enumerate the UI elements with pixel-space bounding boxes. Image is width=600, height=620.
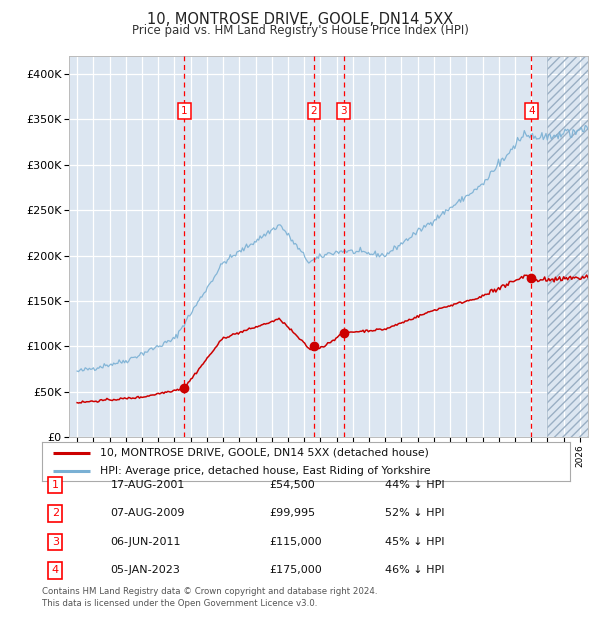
Text: 44% ↓ HPI: 44% ↓ HPI xyxy=(385,480,445,490)
Text: Contains HM Land Registry data © Crown copyright and database right 2024.
This d: Contains HM Land Registry data © Crown c… xyxy=(42,587,377,608)
Text: 45% ↓ HPI: 45% ↓ HPI xyxy=(385,537,445,547)
Text: 07-AUG-2009: 07-AUG-2009 xyxy=(110,508,185,518)
Text: 2: 2 xyxy=(311,106,317,116)
Text: 1: 1 xyxy=(181,106,188,116)
Bar xyxy=(547,56,596,437)
Bar xyxy=(547,56,596,437)
Text: £175,000: £175,000 xyxy=(269,565,322,575)
Text: 46% ↓ HPI: 46% ↓ HPI xyxy=(385,565,445,575)
Text: 1: 1 xyxy=(52,480,59,490)
Text: 10, MONTROSE DRIVE, GOOLE, DN14 5XX: 10, MONTROSE DRIVE, GOOLE, DN14 5XX xyxy=(147,12,453,27)
Text: Price paid vs. HM Land Registry's House Price Index (HPI): Price paid vs. HM Land Registry's House … xyxy=(131,24,469,37)
Text: 3: 3 xyxy=(52,537,59,547)
Text: 10, MONTROSE DRIVE, GOOLE, DN14 5XX (detached house): 10, MONTROSE DRIVE, GOOLE, DN14 5XX (det… xyxy=(100,448,429,458)
Text: 06-JUN-2011: 06-JUN-2011 xyxy=(110,537,181,547)
Text: 05-JAN-2023: 05-JAN-2023 xyxy=(110,565,181,575)
Text: 4: 4 xyxy=(528,106,535,116)
Text: 3: 3 xyxy=(340,106,347,116)
Text: 17-AUG-2001: 17-AUG-2001 xyxy=(110,480,185,490)
Text: 52% ↓ HPI: 52% ↓ HPI xyxy=(385,508,445,518)
Text: 2: 2 xyxy=(52,508,59,518)
Text: £115,000: £115,000 xyxy=(269,537,322,547)
Text: HPI: Average price, detached house, East Riding of Yorkshire: HPI: Average price, detached house, East… xyxy=(100,466,431,476)
Text: £99,995: £99,995 xyxy=(269,508,315,518)
Text: £54,500: £54,500 xyxy=(269,480,315,490)
Text: 4: 4 xyxy=(52,565,59,575)
